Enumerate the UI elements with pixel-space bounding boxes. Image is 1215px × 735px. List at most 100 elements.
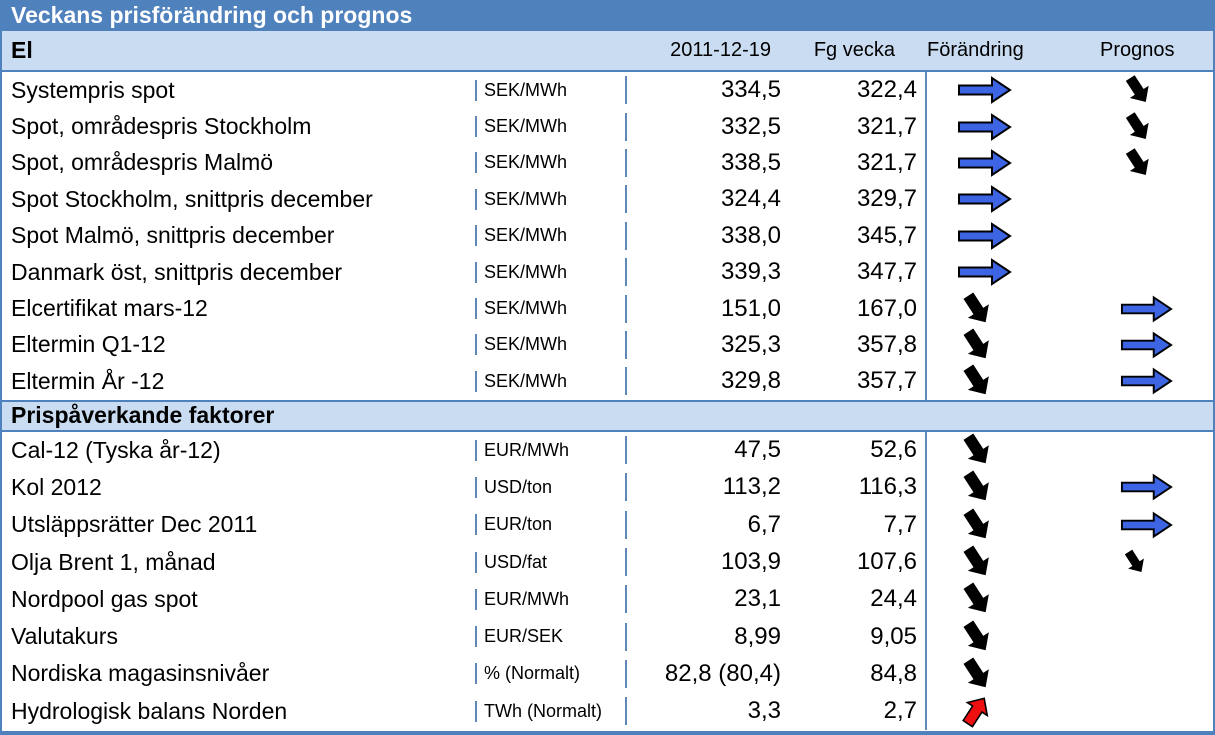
table-row: Eltermin År -12 SEK/MWh 329,8 357,7 <box>2 363 1213 400</box>
down-arrow-icon <box>957 289 997 329</box>
row-unit: SEK/MWh <box>475 334 625 356</box>
row-unit: USD/fat <box>475 551 625 573</box>
row-unit: SEK/MWh <box>475 298 625 320</box>
value-previous: 84,8 <box>870 659 917 687</box>
row-unit: SEK/MWh <box>475 261 625 283</box>
column-header-change: Förändring <box>927 39 1024 61</box>
table-row: Spot Stockholm, snittpris december SEK/MW… <box>2 181 1213 218</box>
change-arrow-cell <box>925 618 1068 656</box>
row-label: Spot, områdespris Stockholm <box>11 113 312 140</box>
value-current: 325,3 <box>625 330 793 359</box>
row-unit: EUR/MWh <box>475 439 625 461</box>
value-current: 339,3 <box>625 258 793 287</box>
right-arrow-icon <box>957 221 1012 251</box>
table-row: Elcertifikat mars-12 SEK/MWh 151,0 167,0 <box>2 289 1213 329</box>
row-unit: SEK/MWh <box>475 225 625 247</box>
change-arrow-cell <box>925 655 1068 693</box>
up-arrow-icon <box>957 692 995 730</box>
down-arrow-icon <box>1120 145 1156 181</box>
change-arrow-cell <box>925 431 1068 469</box>
section-title-factors: Prispåverkande faktorer <box>11 402 275 429</box>
column-header-prev-week: Fg vecka <box>813 39 895 61</box>
change-arrow-cell <box>925 289 1068 329</box>
table-row: Spot, områdespris Malmö SEK/MWh 338,5 321,7 <box>2 144 1213 182</box>
row-label: Eltermin Q1-12 <box>11 331 166 358</box>
right-arrow-icon <box>957 112 1012 142</box>
right-arrow-icon <box>1120 472 1173 502</box>
change-arrow-cell <box>925 363 1068 400</box>
value-previous: 357,8 <box>856 330 917 358</box>
table-row: Nordiska magasinsnivåer % (Normalt) 82,8 (… <box>2 655 1213 693</box>
row-unit: SEK/MWh <box>475 116 625 138</box>
section-el-rows: Systempris spot SEK/MWh 334,5 322,4 Spot, o… <box>2 72 1213 400</box>
change-arrow-cell <box>925 692 1068 730</box>
row-label: Nordpool gas spot <box>11 585 198 612</box>
value-previous: 357,7 <box>856 367 917 395</box>
change-arrow-cell <box>925 253 1068 291</box>
down-arrow-icon <box>957 579 997 619</box>
change-arrow-cell <box>925 542 1068 582</box>
down-arrow-icon <box>957 325 997 365</box>
value-previous: 321,7 <box>856 148 917 176</box>
column-header-forecast: Prognos <box>1100 39 1175 61</box>
value-current: 329,8 <box>625 367 793 396</box>
down-arrow-icon <box>1120 72 1156 108</box>
forecast-arrow-cell <box>1068 506 1213 543</box>
row-unit: % (Normalt) <box>475 663 625 685</box>
row-unit: SEK/MWh <box>475 370 625 392</box>
row-unit: TWh (Normalt) <box>475 700 625 722</box>
row-label: Elcertifikat mars-12 <box>11 295 208 322</box>
row-unit: SEK/MWh <box>475 79 625 101</box>
forecast-arrow-cell <box>1068 72 1213 108</box>
value-previous: 347,7 <box>856 258 917 286</box>
section-header-el: El 2011-12-19 Fg vecka Förändring Progno… <box>2 31 1213 72</box>
value-current: 8,99 <box>625 622 793 651</box>
forecast-arrow-cell <box>1068 145 1213 181</box>
forecast-arrow-cell <box>1068 543 1213 580</box>
table-row: Eltermin Q1-12 SEK/MWh 325,3 357,8 <box>2 325 1213 365</box>
forecast-arrow-cell <box>1068 290 1213 326</box>
value-previous: 167,0 <box>856 294 917 322</box>
change-arrow-cell <box>925 506 1068 544</box>
row-unit: SEK/MWh <box>475 188 625 210</box>
forecast-arrow-cell <box>1068 218 1213 254</box>
change-arrow-cell <box>925 217 1068 254</box>
value-previous: 9,05 <box>870 622 917 650</box>
value-current: 324,4 <box>625 185 793 214</box>
value-previous: 2,7 <box>883 697 917 725</box>
value-current: 103,9 <box>625 548 793 577</box>
value-previous: 24,4 <box>870 585 917 613</box>
value-previous: 52,6 <box>870 436 917 464</box>
change-arrow-cell <box>925 72 1068 109</box>
row-label: Spot Stockholm, snittpris december <box>11 185 373 212</box>
section-factors-rows: Cal-12 (Tyska år-12) EUR/MWh 47,5 52,6 Kol … <box>2 431 1213 730</box>
row-label: Eltermin År -12 <box>11 367 165 394</box>
right-arrow-icon <box>957 148 1012 178</box>
forecast-arrow-cell <box>1068 469 1213 506</box>
value-current: 6,7 <box>625 510 793 539</box>
down-arrow-icon <box>1120 109 1156 145</box>
down-arrow-icon <box>957 542 997 582</box>
right-arrow-icon <box>957 75 1012 105</box>
row-unit: EUR/MWh <box>475 588 625 610</box>
page-title: Veckans prisförändring och prognos <box>2 0 1213 31</box>
change-arrow-cell <box>925 181 1068 218</box>
row-label: Utsläppsrätter Dec 2011 <box>11 511 258 538</box>
row-unit: EUR/SEK <box>475 626 625 648</box>
value-previous: 345,7 <box>856 221 917 249</box>
forecast-arrow-cell <box>1068 254 1213 290</box>
row-label: Spot, områdespris Malmö <box>11 149 274 176</box>
table-row: Cal-12 (Tyska år-12) EUR/MWh 47,5 52,6 <box>2 431 1213 469</box>
row-label: Nordiska magasinsnivåer <box>11 660 270 687</box>
row-label: Spot Malmö, snittpris december <box>11 222 335 249</box>
table-row: Kol 2012 USD/ton 113,2 116,3 <box>2 467 1213 507</box>
down-arrow-icon <box>957 467 997 507</box>
table-row: Spot Malmö, snittpris december SEK/MWh 338… <box>2 217 1213 254</box>
row-label: Cal-12 (Tyska år-12) <box>11 436 221 463</box>
table-row: Nordpool gas spot EUR/MWh 23,1 24,4 <box>2 579 1213 619</box>
value-previous: 116,3 <box>858 473 917 501</box>
forecast-arrow-cell <box>1068 181 1213 217</box>
forecast-arrow-cell <box>1068 432 1213 469</box>
change-arrow-cell <box>925 108 1068 145</box>
